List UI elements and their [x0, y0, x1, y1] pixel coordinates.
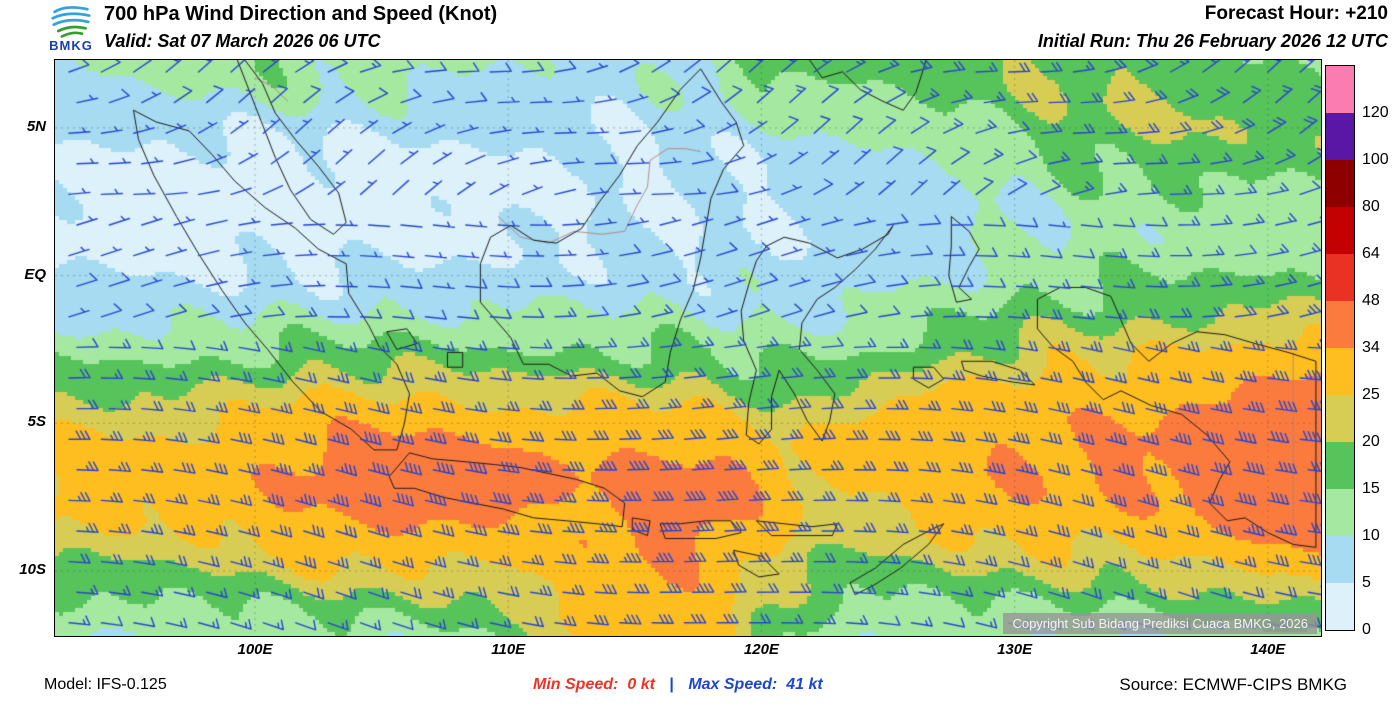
lon-tick-140E: 140E [1250, 641, 1286, 658]
legend-value-64: 64 [1362, 245, 1380, 262]
legend-value-5: 5 [1362, 574, 1371, 591]
legend-value-120: 120 [1362, 104, 1389, 121]
wind-speed-colorbar [1325, 65, 1355, 631]
legend-color-100 [1326, 113, 1354, 160]
legend-value-48: 48 [1362, 292, 1380, 309]
legend-color-80 [1326, 160, 1354, 207]
legend-color-20 [1326, 395, 1354, 442]
legend-color-64 [1326, 207, 1354, 254]
lon-tick-110E: 110E [491, 641, 526, 658]
model-label: Model: IFS-0.125 [44, 676, 167, 693]
lat-tick-5S: 5S [27, 413, 46, 431]
legend-color-34 [1326, 301, 1354, 348]
legend-value-0: 0 [1362, 621, 1371, 638]
legend-color-25 [1326, 348, 1354, 395]
speed-divider: | [669, 676, 674, 693]
lon-tick-120E: 120E [743, 641, 779, 658]
legend-color-0 [1326, 583, 1354, 630]
wind-field-canvas [54, 59, 1322, 637]
lat-tick-EQ: EQ [24, 265, 46, 283]
min-speed-label: Min Speed: 0 kt [533, 676, 655, 693]
lat-tick-10S: 10S [19, 561, 46, 578]
copyright-label: Copyright Sub Bidang Prediksi Cuaca BMKG… [1003, 613, 1317, 634]
bmkg-logo: BMKG [42, 1, 100, 53]
source-label: Source: ECMWF-CIPS BMKG [1119, 675, 1347, 694]
lon-tick-130E: 130E [997, 641, 1033, 658]
legend-color-10 [1326, 489, 1354, 536]
legend-color-48 [1326, 254, 1354, 301]
legend-value-10: 10 [1362, 527, 1380, 544]
bmkg-logo-text: BMKG [49, 38, 93, 53]
legend-color-15 [1326, 442, 1354, 489]
lat-tick-5N: 5N [26, 117, 46, 135]
initial-run-label: Initial Run: Thu 26 February 2026 12 UTC [1037, 31, 1388, 51]
legend-value-80: 80 [1362, 198, 1380, 215]
legend-value-25: 25 [1362, 386, 1380, 403]
legend-color-5 [1326, 536, 1354, 583]
valid-time-label: Valid: Sat 07 March 2026 06 UTC [104, 31, 381, 51]
legend-color-120 [1326, 66, 1354, 113]
legend-value-100: 100 [1362, 151, 1389, 168]
legend-value-20: 20 [1362, 433, 1380, 450]
lon-tick-100E: 100E [237, 641, 273, 658]
legend-value-15: 15 [1362, 480, 1380, 497]
legend-value-34: 34 [1362, 339, 1380, 356]
max-speed-label: Max Speed: 41 kt [688, 676, 823, 693]
page-title: 700 hPa Wind Direction and Speed (Knot) [104, 3, 498, 25]
bmkg-logo-icon [51, 6, 91, 38]
speed-range-label: Min Speed: 0 kt | Max Speed: 41 kt [533, 676, 823, 694]
forecast-hour-label: Forecast Hour: +210 [1204, 3, 1388, 24]
